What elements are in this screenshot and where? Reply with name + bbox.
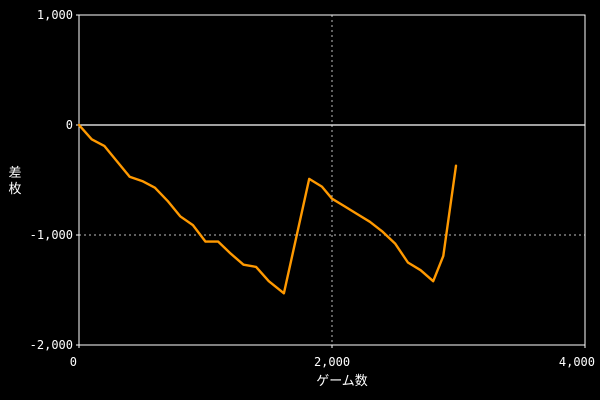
y-axis-title-char: 差: [8, 166, 21, 181]
y-tick-label: -1,000: [30, 228, 73, 242]
x-tick-labels: 0 2,000 4,000: [70, 345, 595, 369]
y-axis-title: 差枚: [8, 166, 21, 197]
series-line: [77, 123, 458, 295]
grid-lines: [79, 14, 586, 346]
x-tick-label: 2,000: [314, 355, 350, 369]
y-tick-labels: 1,000 0 -1,000 -2,000: [30, 8, 79, 352]
y-tick-label: -2,000: [30, 338, 73, 352]
x-tick-label: 4,000: [559, 355, 595, 369]
x-tick-label: 0: [70, 355, 77, 369]
x-axis-title: ゲーム数: [316, 374, 368, 389]
y-tick-label: 0: [66, 118, 73, 132]
y-axis-title-char: 枚: [8, 182, 21, 197]
y-tick-label: 1,000: [37, 8, 73, 22]
